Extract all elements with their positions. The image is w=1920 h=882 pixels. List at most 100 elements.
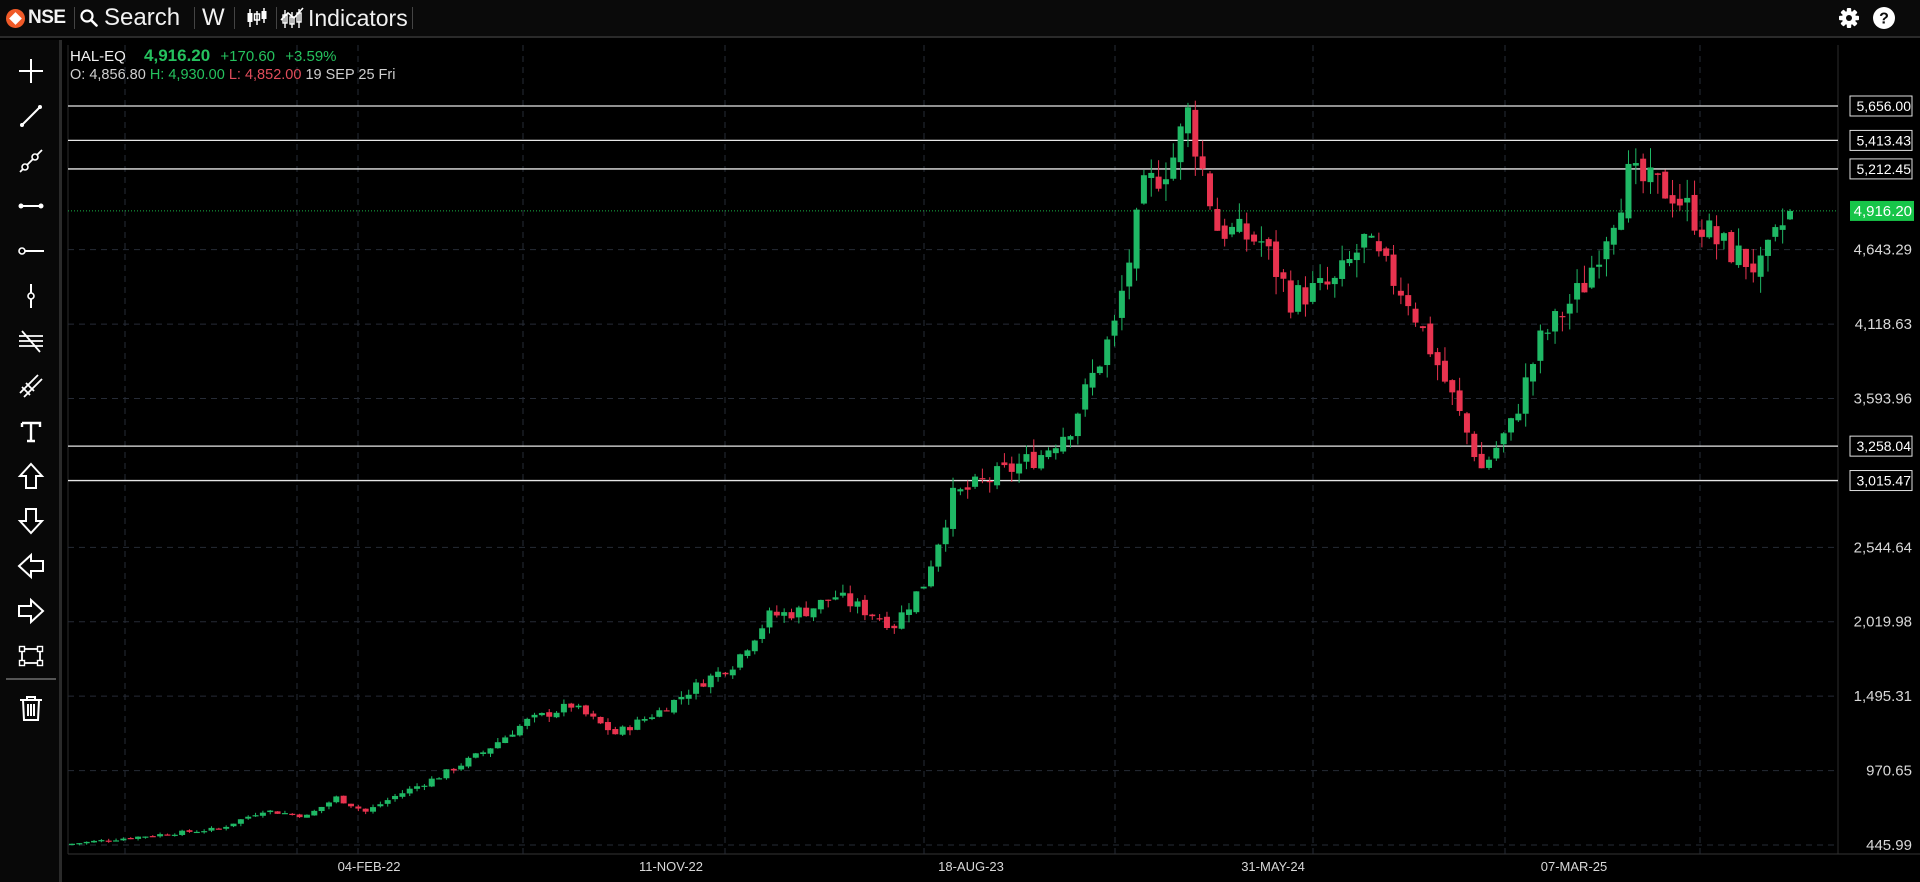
candle-body <box>1544 332 1551 334</box>
candle-body <box>1082 384 1089 410</box>
candle-body <box>634 719 641 730</box>
arrow-right-tool[interactable] <box>13 593 49 629</box>
candle-body <box>113 840 120 842</box>
candle-body <box>1317 278 1324 283</box>
date-tick-label: 31-MAY-24 <box>1241 859 1305 874</box>
text-tool[interactable] <box>13 413 49 449</box>
candle-body <box>1508 418 1515 433</box>
candle-body <box>693 682 700 694</box>
candle-body <box>487 748 494 754</box>
candle-body <box>656 710 663 717</box>
candle-body <box>1691 194 1698 231</box>
candle-body <box>568 703 575 708</box>
candle-body <box>700 683 707 687</box>
price-tick-label: 1,495.31 <box>1854 688 1912 705</box>
candle-body <box>546 712 553 717</box>
candle-body <box>1375 241 1382 252</box>
candle-body <box>935 544 942 567</box>
candle-body <box>1764 239 1771 256</box>
drawn-horizontal-lines[interactable] <box>68 105 1838 482</box>
horizontal-segment-tool[interactable] <box>13 188 49 224</box>
delete-drawings-tool[interactable] <box>13 690 49 726</box>
candle-body <box>898 612 905 629</box>
trend-line-tool[interactable] <box>13 98 49 134</box>
last-price: 4,916.20 <box>144 46 211 65</box>
candle-body <box>773 611 780 616</box>
chart-type-button[interactable] <box>246 0 268 36</box>
time-axis[interactable]: 04-FEB-22 11-NOV-22 18-AUG-23 31-MAY-24 07-M… <box>338 859 1608 874</box>
horizontal-line-price-label: 5,413.43 <box>1857 132 1912 148</box>
candle-body <box>641 719 648 721</box>
price-tick-label: 445.99 <box>1866 837 1912 854</box>
pitchfork-tool[interactable] <box>13 368 49 404</box>
candlestick-series <box>69 100 1793 846</box>
rectangle-icon <box>18 645 44 667</box>
date-tick-label: 07-MAR-25 <box>1541 859 1607 874</box>
candle-body <box>274 811 281 814</box>
gear-icon <box>1839 8 1859 28</box>
candle-body <box>1757 255 1764 277</box>
low-label: L: <box>228 67 241 83</box>
candle-body <box>678 696 685 700</box>
candle-body <box>950 487 957 529</box>
search-label: Search <box>104 4 181 31</box>
candle-body <box>1140 175 1147 204</box>
vertical-line-tool[interactable] <box>13 278 49 314</box>
candle-body <box>355 806 362 809</box>
arrow-left-tool[interactable] <box>13 548 49 584</box>
candle-body <box>1618 212 1625 230</box>
parallel-channel-tool[interactable] <box>13 323 49 359</box>
vertical-line-icon <box>27 284 35 308</box>
settings-button[interactable] <box>1838 0 1860 36</box>
candle-body <box>869 614 876 617</box>
candle-body <box>1779 225 1786 230</box>
candle-body <box>399 793 406 797</box>
candle-body <box>891 625 898 629</box>
indicators-button[interactable]: Indicators <box>280 0 408 36</box>
horizontal-line-price-label: 5,212.45 <box>1857 161 1912 177</box>
candle-body <box>1449 380 1456 393</box>
ray-tool[interactable] <box>13 143 49 179</box>
candle-body <box>1309 283 1316 302</box>
candle-body <box>685 694 692 699</box>
candle-body <box>245 816 252 819</box>
price-axis[interactable]: 4,643.29 4,118.63 3,593.96 2,544.64 2,019.98… <box>1849 95 1914 854</box>
candle-body <box>1368 235 1375 238</box>
candle-body <box>781 612 788 616</box>
arrow-down-tool[interactable] <box>13 503 49 539</box>
interval-selector[interactable]: W <box>202 0 225 36</box>
price-tick-label: 970.65 <box>1866 763 1912 780</box>
nse-logo-icon <box>6 8 25 28</box>
exchange-selector[interactable]: NSE <box>6 0 66 36</box>
horizontal-ray-tool[interactable] <box>13 233 49 269</box>
candle-body <box>883 616 890 629</box>
candle-body <box>1148 172 1155 179</box>
candle-body <box>1419 326 1426 329</box>
candle-body <box>406 788 413 794</box>
candle-body <box>230 823 237 827</box>
candle-body <box>1471 433 1478 458</box>
candle-body <box>179 830 186 835</box>
date-tick-label: 04-FEB-22 <box>338 859 401 874</box>
candle-body <box>751 640 758 652</box>
help-button[interactable]: ? <box>1872 0 1896 36</box>
candle-body <box>766 610 773 628</box>
candle-body <box>626 727 633 731</box>
candle-body <box>928 566 934 587</box>
arrow-up-tool[interactable] <box>13 458 49 494</box>
candle-body <box>1383 248 1390 256</box>
candle-body <box>1074 413 1081 437</box>
candle-body <box>1023 454 1030 462</box>
candle-body <box>707 675 714 688</box>
crosshair-tool[interactable] <box>13 53 49 89</box>
candle-body <box>1390 254 1397 286</box>
text-icon <box>20 421 42 443</box>
candle-body <box>1206 173 1213 207</box>
candle-body <box>1537 330 1544 361</box>
candle-body <box>1405 295 1412 307</box>
arrow-left-icon <box>17 552 44 580</box>
symbol-search-button[interactable]: Search <box>80 0 180 36</box>
rectangle-tool[interactable] <box>13 638 49 674</box>
candle-body <box>1162 179 1169 185</box>
